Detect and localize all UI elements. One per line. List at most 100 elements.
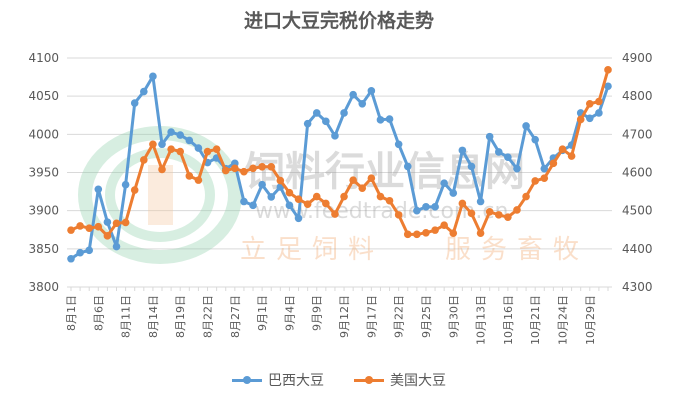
data-point: [194, 176, 203, 184]
data-point: [485, 208, 494, 216]
y-right-tick-label: 4400: [622, 242, 653, 256]
data-point: [385, 115, 394, 123]
y-left-tick-label: 3850: [28, 242, 59, 256]
data-point: [585, 100, 594, 108]
data-point: [258, 162, 266, 171]
legend-item-brazil[interactable]: 巴西大豆: [232, 370, 324, 390]
data-point: [121, 218, 130, 227]
data-point: [358, 184, 367, 192]
data-point: [294, 195, 303, 204]
data-point: [403, 230, 412, 239]
data-point: [240, 197, 248, 206]
data-point: [485, 132, 494, 141]
gridlines: [67, 57, 612, 288]
series-usa: [67, 66, 612, 240]
x-tick-label: 9月22日: [393, 295, 406, 338]
data-point: [185, 172, 194, 180]
data-point: [513, 164, 521, 173]
x-tick-label: 8月11日: [120, 295, 133, 338]
y-left-tick-label: 4100: [28, 51, 59, 65]
data-point: [604, 82, 612, 91]
data-point: [376, 116, 385, 124]
data-point: [285, 201, 294, 210]
watermark-logo: 饲料行业信息网 www.feedtrade.com.cn 立足饲料 服务畜牧: [78, 126, 589, 265]
data-point: [349, 176, 357, 184]
legend-item-usa[interactable]: 美国大豆: [354, 370, 446, 390]
data-point: [394, 140, 403, 149]
data-point: [285, 188, 294, 197]
data-point: [267, 162, 276, 171]
data-point: [467, 209, 476, 218]
data-point: [158, 165, 166, 174]
data-point: [458, 199, 467, 208]
data-point: [103, 218, 112, 226]
data-point: [504, 213, 512, 221]
data-point: [121, 180, 130, 189]
data-point: [422, 203, 430, 211]
data-point: [440, 221, 448, 229]
y-right-tick-label: 4300: [622, 280, 653, 294]
data-point: [413, 206, 421, 215]
data-point: [312, 109, 321, 117]
y-left-tick-label: 4050: [28, 89, 59, 103]
data-point: [94, 222, 103, 231]
data-point: [94, 185, 103, 194]
y-left-tick-label: 3950: [28, 166, 59, 180]
data-point: [513, 206, 521, 214]
x-tick-label: 10月29日: [584, 295, 597, 345]
legend-marker-brazil: [232, 375, 262, 384]
data-point: [449, 189, 458, 197]
data-point: [585, 114, 594, 123]
data-point: [467, 162, 476, 171]
data-point: [367, 174, 376, 183]
data-point: [376, 192, 385, 201]
y-right-tick-label: 4900: [622, 51, 653, 65]
legend-label-usa: 美国大豆: [390, 373, 446, 389]
x-tick-label: 9月17日: [365, 295, 378, 338]
data-point: [176, 131, 185, 139]
data-point: [149, 72, 157, 81]
legend-label-brazil: 巴西大豆: [268, 373, 324, 389]
data-point: [549, 159, 558, 168]
y-right-tick-label: 4600: [622, 166, 653, 180]
watermark-slogan-right: 服务畜牧: [445, 235, 589, 265]
data-point: [303, 119, 312, 128]
x-tick-label: 8月19日: [174, 295, 187, 338]
data-point: [176, 147, 185, 156]
data-point: [303, 200, 312, 208]
data-point: [522, 122, 530, 130]
data-point: [449, 229, 458, 237]
data-point: [294, 214, 303, 223]
watermark-slogan-left: 立足饲料: [240, 235, 384, 265]
data-point: [531, 135, 539, 144]
data-point: [76, 222, 84, 230]
data-point: [67, 254, 75, 263]
data-point: [322, 117, 330, 126]
x-tick-label: 9月25日: [420, 295, 433, 338]
data-point: [540, 164, 549, 173]
data-point: [494, 211, 503, 219]
data-point: [312, 192, 321, 201]
data-point: [358, 100, 367, 108]
x-tick-label: 8月27日: [229, 295, 242, 338]
series-brazil: [67, 72, 612, 263]
data-point: [76, 248, 84, 257]
data-point: [140, 156, 148, 164]
data-point: [531, 177, 539, 185]
data-point: [349, 90, 357, 99]
x-tick-label: 9月12日: [338, 295, 351, 338]
data-point: [394, 211, 403, 219]
data-point: [340, 192, 348, 201]
x-tick-label: 10月24日: [556, 295, 569, 345]
x-tick-label: 9月30日: [447, 295, 460, 338]
data-point: [604, 66, 612, 74]
data-point: [458, 146, 467, 155]
y-right-tick-label: 4700: [622, 127, 653, 141]
data-point: [130, 99, 139, 107]
legend-marker-usa: [354, 375, 384, 384]
x-tick-label: 10月13日: [475, 295, 488, 345]
data-point: [67, 226, 75, 234]
data-point: [576, 115, 585, 124]
data-point: [149, 140, 157, 149]
